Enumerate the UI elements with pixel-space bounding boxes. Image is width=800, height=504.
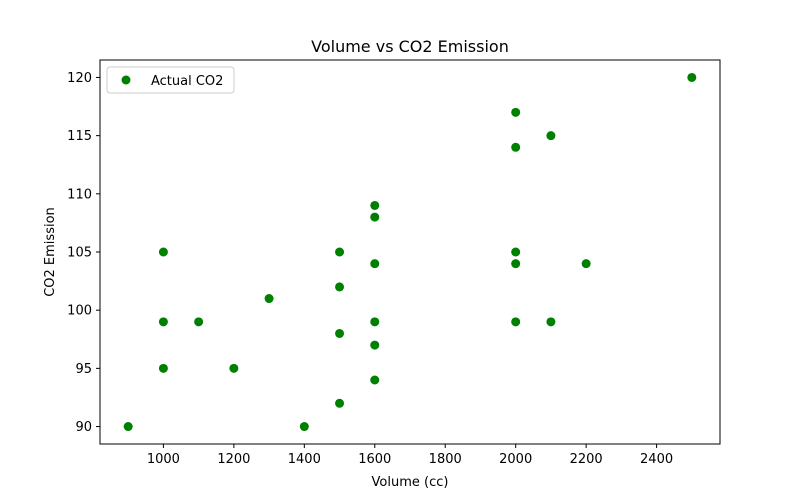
data-point — [370, 212, 380, 222]
y-tick-label: 90 — [75, 420, 92, 435]
data-point — [511, 247, 521, 257]
data-point — [546, 317, 556, 327]
data-point — [335, 282, 345, 292]
x-tick-label: 2400 — [640, 452, 673, 467]
y-tick-label: 105 — [67, 246, 92, 261]
x-axis-label: Volume (cc) — [372, 475, 449, 490]
data-point — [123, 422, 133, 432]
legend: Actual CO2 — [106, 66, 235, 94]
data-point — [299, 422, 309, 432]
y-axis-label: CO2 Emission — [43, 207, 58, 297]
legend-marker — [121, 75, 131, 85]
y-tick-label: 120 — [67, 71, 92, 86]
data-point — [158, 363, 168, 373]
data-point — [546, 131, 556, 141]
data-point — [687, 72, 697, 82]
x-axis: 1000 1200 1400 1600 1800 2000 2200 2400 — [147, 444, 673, 467]
data-point — [511, 259, 521, 269]
data-point — [229, 363, 239, 373]
data-point — [335, 247, 345, 257]
legend-frame — [106, 66, 235, 94]
chart-title: Volume vs CO2 Emission — [311, 37, 509, 56]
data-point — [370, 375, 380, 385]
y-tick-label: 115 — [67, 129, 92, 144]
y-tick-label: 95 — [75, 362, 92, 377]
x-tick-label: 1600 — [358, 452, 391, 467]
data-point — [158, 247, 168, 257]
y-axis: 90 95 100 105 110 115 120 — [67, 71, 100, 435]
data-point — [264, 294, 274, 304]
plot-area-frame — [99, 59, 721, 445]
x-tick-label: 1400 — [288, 452, 321, 467]
x-tick-label: 1800 — [429, 452, 462, 467]
data-point — [335, 398, 345, 408]
x-tick-label: 2200 — [570, 452, 603, 467]
data-point — [511, 317, 521, 327]
data-point — [370, 340, 380, 350]
y-tick-label: 110 — [67, 187, 92, 202]
data-point — [581, 259, 591, 269]
data-point — [370, 200, 380, 210]
legend-label-actual-co2: Actual CO2 — [151, 74, 223, 89]
x-tick-label: 1000 — [147, 452, 180, 467]
x-tick-label: 2000 — [499, 452, 532, 467]
data-point — [335, 328, 345, 338]
data-point — [370, 317, 380, 327]
data-point — [158, 317, 168, 327]
data-point — [511, 142, 521, 152]
data-points — [123, 72, 697, 432]
data-point — [370, 259, 380, 269]
data-point — [511, 107, 521, 117]
y-tick-label: 100 — [67, 304, 92, 319]
x-tick-label: 1200 — [217, 452, 250, 467]
data-point — [194, 317, 204, 327]
